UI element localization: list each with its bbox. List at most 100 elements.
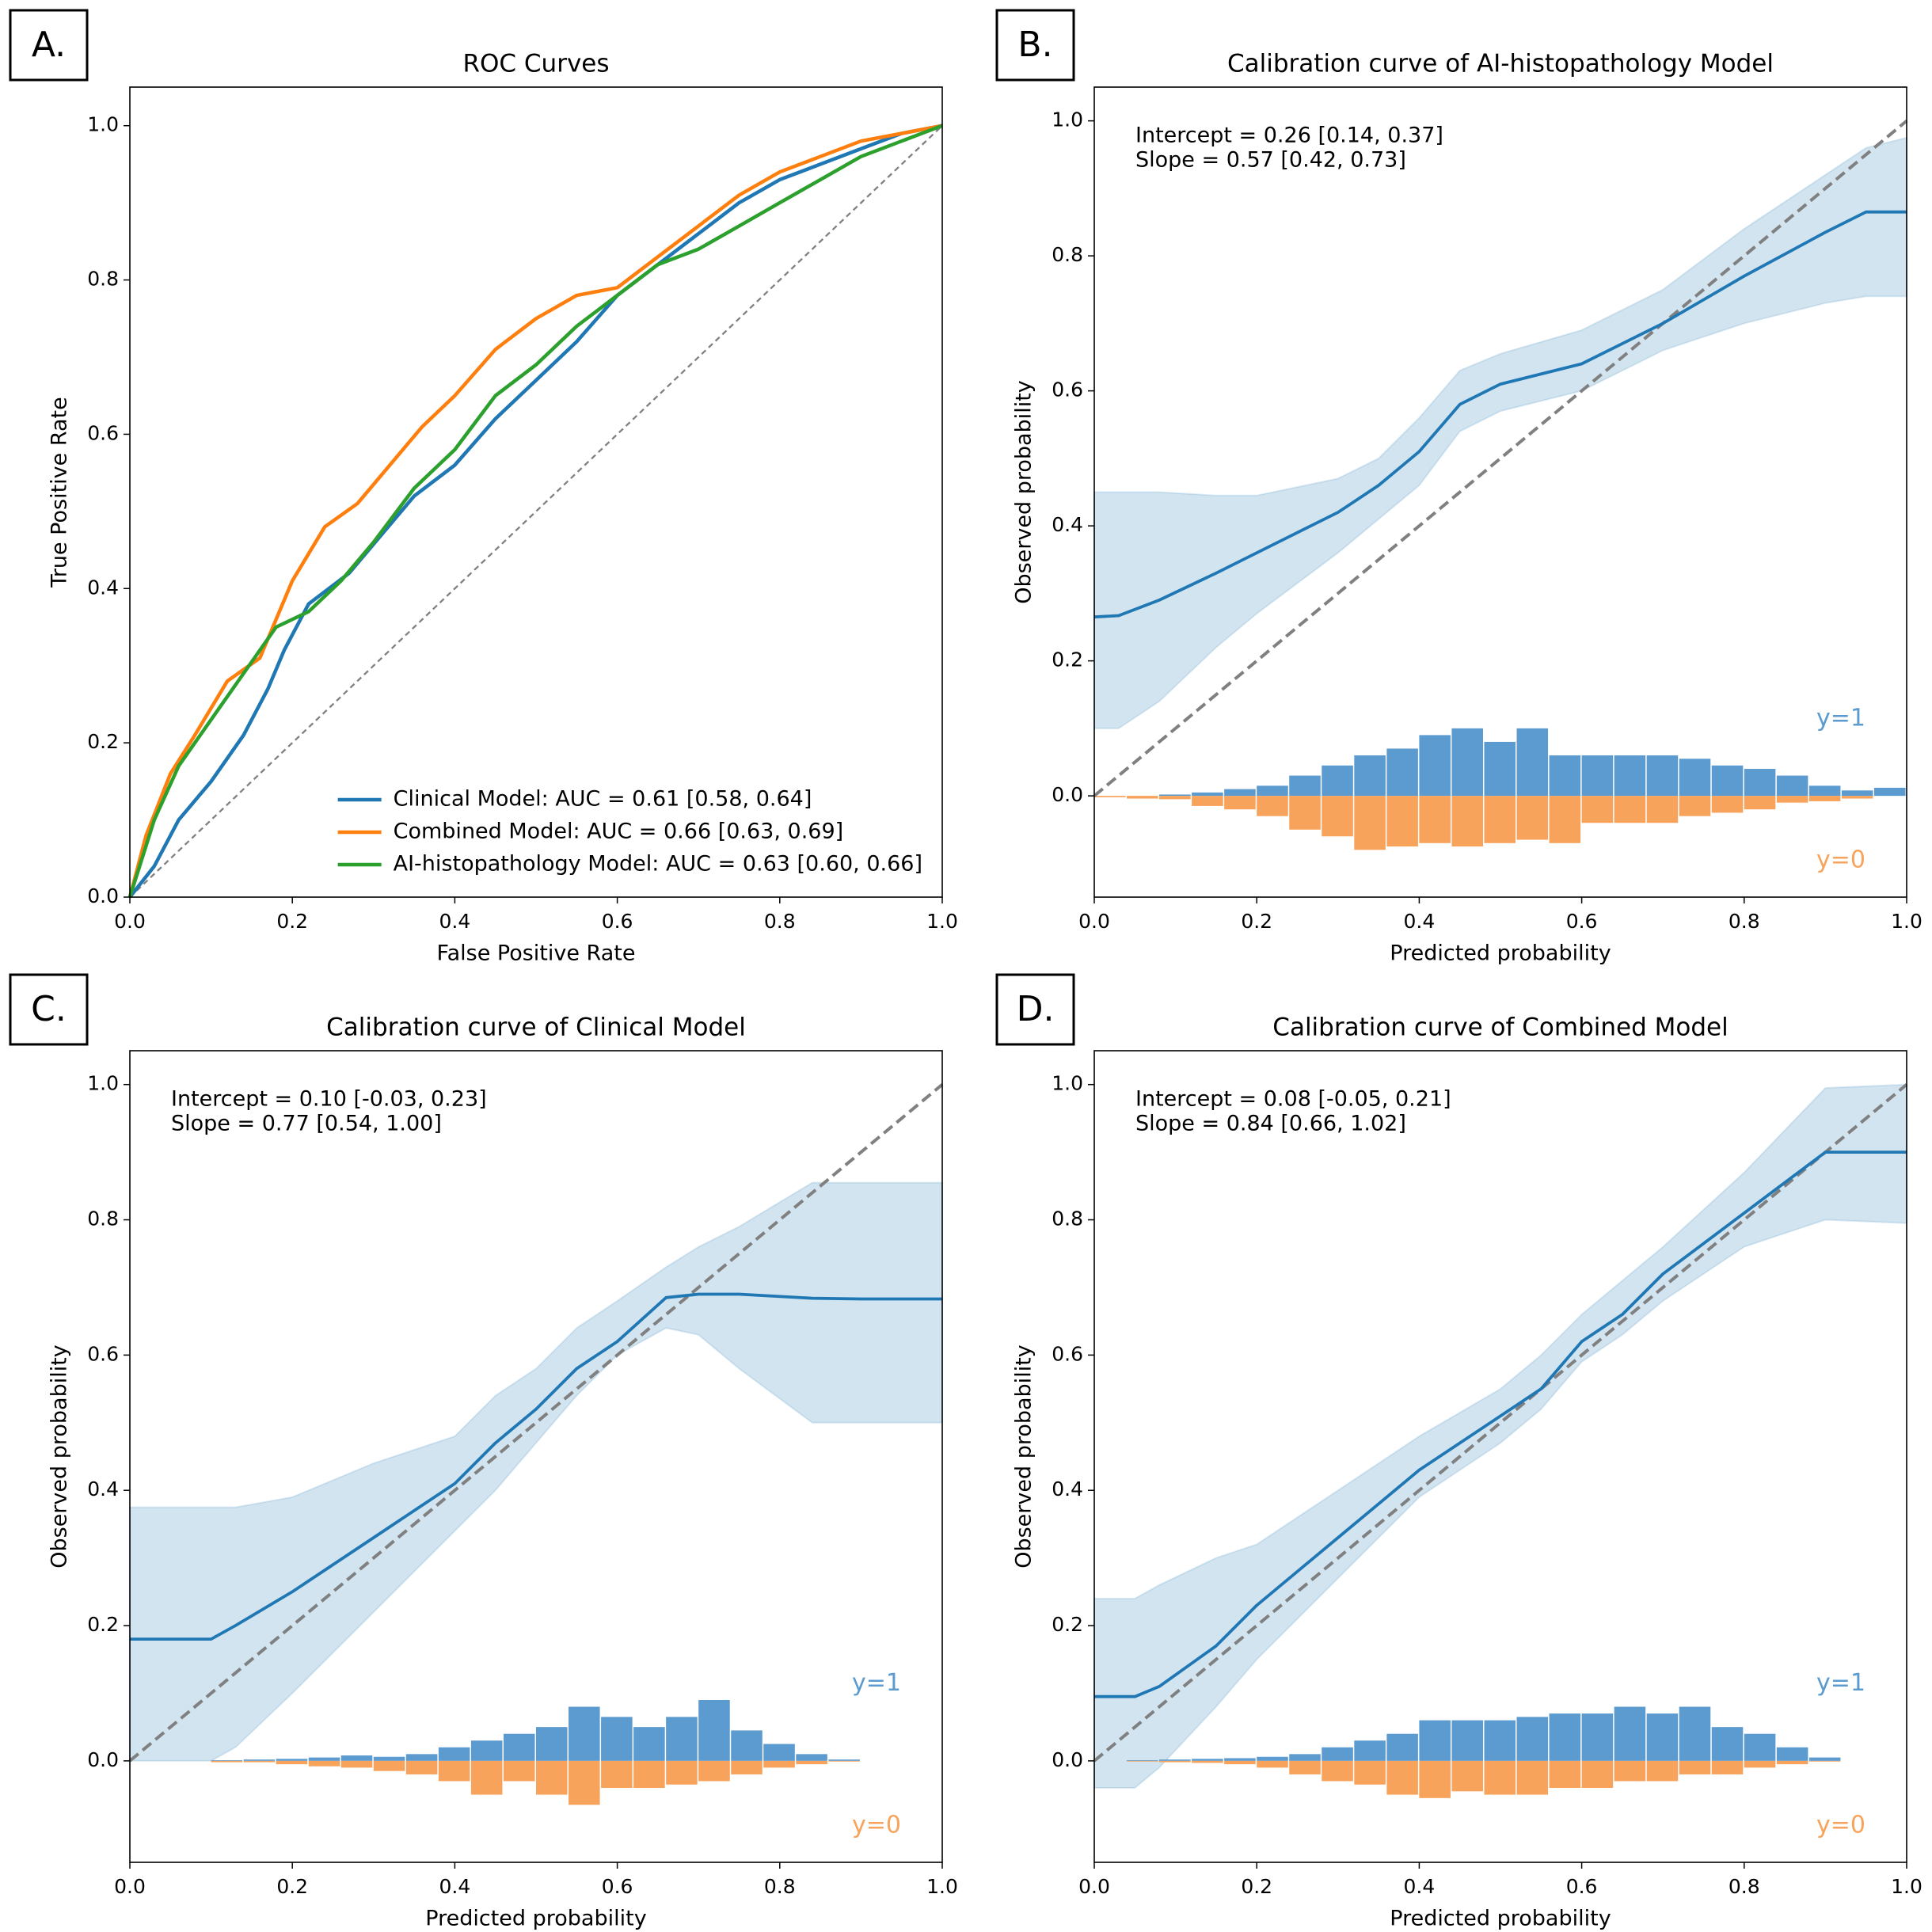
x-axis-label: Predicted probability (425, 1907, 646, 1931)
y-tick-label: 0.0 (87, 1748, 119, 1771)
histogram-bar (536, 1727, 568, 1761)
histogram-bar (276, 1760, 308, 1765)
x-tick-label: 0.4 (439, 1875, 471, 1898)
chart-title: Calibration curve of Combined Model (1272, 1014, 1728, 1042)
histogram-label: y=1 (852, 1669, 901, 1697)
x-tick-label: 0.6 (1566, 1875, 1598, 1898)
roc-curve (127, 124, 943, 898)
histogram-bar (1289, 775, 1321, 797)
histogram-bar (1841, 796, 1873, 799)
histogram-bar (503, 1760, 535, 1782)
histogram-bar (1581, 1760, 1614, 1789)
y-tick-label: 1.0 (87, 113, 119, 136)
histogram-bar (1744, 1760, 1776, 1768)
y-tick-label: 0.2 (1052, 648, 1083, 671)
y-tick-label: 0.4 (87, 576, 119, 599)
histogram-bar (1224, 789, 1256, 797)
y-tick-label: 0.4 (1052, 513, 1083, 536)
y-tick-label: 0.4 (1052, 1478, 1083, 1500)
histogram-bar (1744, 1733, 1776, 1761)
histogram-bar (698, 1700, 730, 1761)
histogram-bar (1808, 785, 1841, 797)
histogram-bar (1581, 796, 1614, 823)
histogram-bar (243, 1760, 276, 1763)
histogram-label: y=1 (1816, 704, 1865, 732)
histogram-bar (1289, 1754, 1321, 1761)
histogram-bar (666, 1717, 698, 1761)
chart-title: Calibration curve of AI-histopathology M… (1227, 50, 1774, 78)
histogram-bar (308, 1757, 340, 1761)
histogram-bar (1808, 1760, 1841, 1762)
histogram-bar (1257, 785, 1288, 797)
histogram-bar (1159, 1759, 1191, 1761)
histogram-bar (1873, 787, 1906, 797)
histogram-bar (633, 1727, 665, 1761)
y-tick-label: 0.0 (1052, 783, 1083, 806)
x-tick-label: 0.8 (1729, 1875, 1760, 1898)
histogram-bar (1808, 1757, 1841, 1761)
x-tick-label: 0.6 (602, 910, 633, 933)
histogram-bar (373, 1756, 405, 1761)
histogram-bar (1386, 748, 1418, 797)
histogram-bar (1159, 794, 1191, 797)
histogram-bar (1808, 796, 1841, 801)
histogram-bar (1257, 1760, 1288, 1768)
calibration-curve (1093, 210, 1907, 619)
y-axis-label: True Positive Rate (48, 397, 72, 588)
x-tick-label: 1.0 (926, 1875, 958, 1898)
x-tick-label: 0.2 (1241, 1875, 1272, 1898)
histogram-bar (1516, 728, 1549, 797)
histogram-bar (828, 1759, 860, 1761)
histogram-bar (1679, 759, 1711, 797)
x-tick-label: 1.0 (1891, 1875, 1922, 1898)
reference-line (1093, 120, 1908, 797)
histogram-bar (1224, 1758, 1256, 1761)
histogram-bar (763, 1760, 795, 1768)
annotation: Intercept = 0.10 [-0.03, 0.23] (171, 1087, 487, 1112)
confidence-band (1093, 136, 1907, 729)
histogram-bar (1679, 1706, 1711, 1761)
histogram-bar (601, 1717, 633, 1761)
x-tick-label: 0.2 (1241, 910, 1272, 933)
histogram-bar (1419, 735, 1451, 797)
histogram-bar (1646, 755, 1679, 797)
histogram-bar (1224, 796, 1256, 810)
confidence-band (129, 1181, 943, 1762)
x-tick-label: 0.4 (439, 910, 471, 933)
histogram-bar (1484, 741, 1516, 797)
x-tick-label: 0.8 (1729, 910, 1760, 933)
histogram-bar (438, 1760, 470, 1782)
histogram-bar (1484, 796, 1516, 843)
panel-label-box (995, 9, 1075, 82)
histogram-bar (243, 1759, 276, 1761)
histogram-bar (763, 1744, 795, 1761)
histogram-bar (1581, 1713, 1614, 1761)
histogram-bar (503, 1733, 535, 1761)
reference-line (129, 124, 943, 898)
histogram-bar (1841, 790, 1873, 797)
histogram-bar (1614, 1706, 1646, 1761)
x-tick-label: 0.0 (1078, 1875, 1110, 1898)
reference-line (128, 1083, 944, 1763)
y-tick-label: 1.0 (87, 1072, 119, 1095)
histogram-bar (828, 1760, 860, 1762)
x-tick-label: 0.4 (1404, 910, 1436, 933)
histogram-bar (1614, 796, 1646, 823)
histogram-bar (731, 1760, 763, 1774)
panel-label: C. (31, 989, 67, 1029)
histogram-bar (1257, 1756, 1288, 1761)
y-tick-label: 0.6 (1052, 378, 1083, 401)
x-tick-label: 0.0 (114, 910, 146, 933)
histogram-bar (1614, 1760, 1646, 1782)
roc-curve (127, 124, 943, 898)
histogram-bar (1679, 796, 1711, 816)
histogram-bar (405, 1754, 438, 1761)
histogram-bar (276, 1759, 308, 1761)
y-tick-label: 0.6 (87, 1342, 119, 1365)
y-tick-label: 0.8 (87, 268, 119, 291)
histogram-bar (373, 1760, 405, 1771)
y-tick-label: 0.2 (87, 730, 119, 753)
y-tick-label: 0.6 (1052, 1342, 1083, 1365)
histogram-bar (633, 1760, 665, 1789)
